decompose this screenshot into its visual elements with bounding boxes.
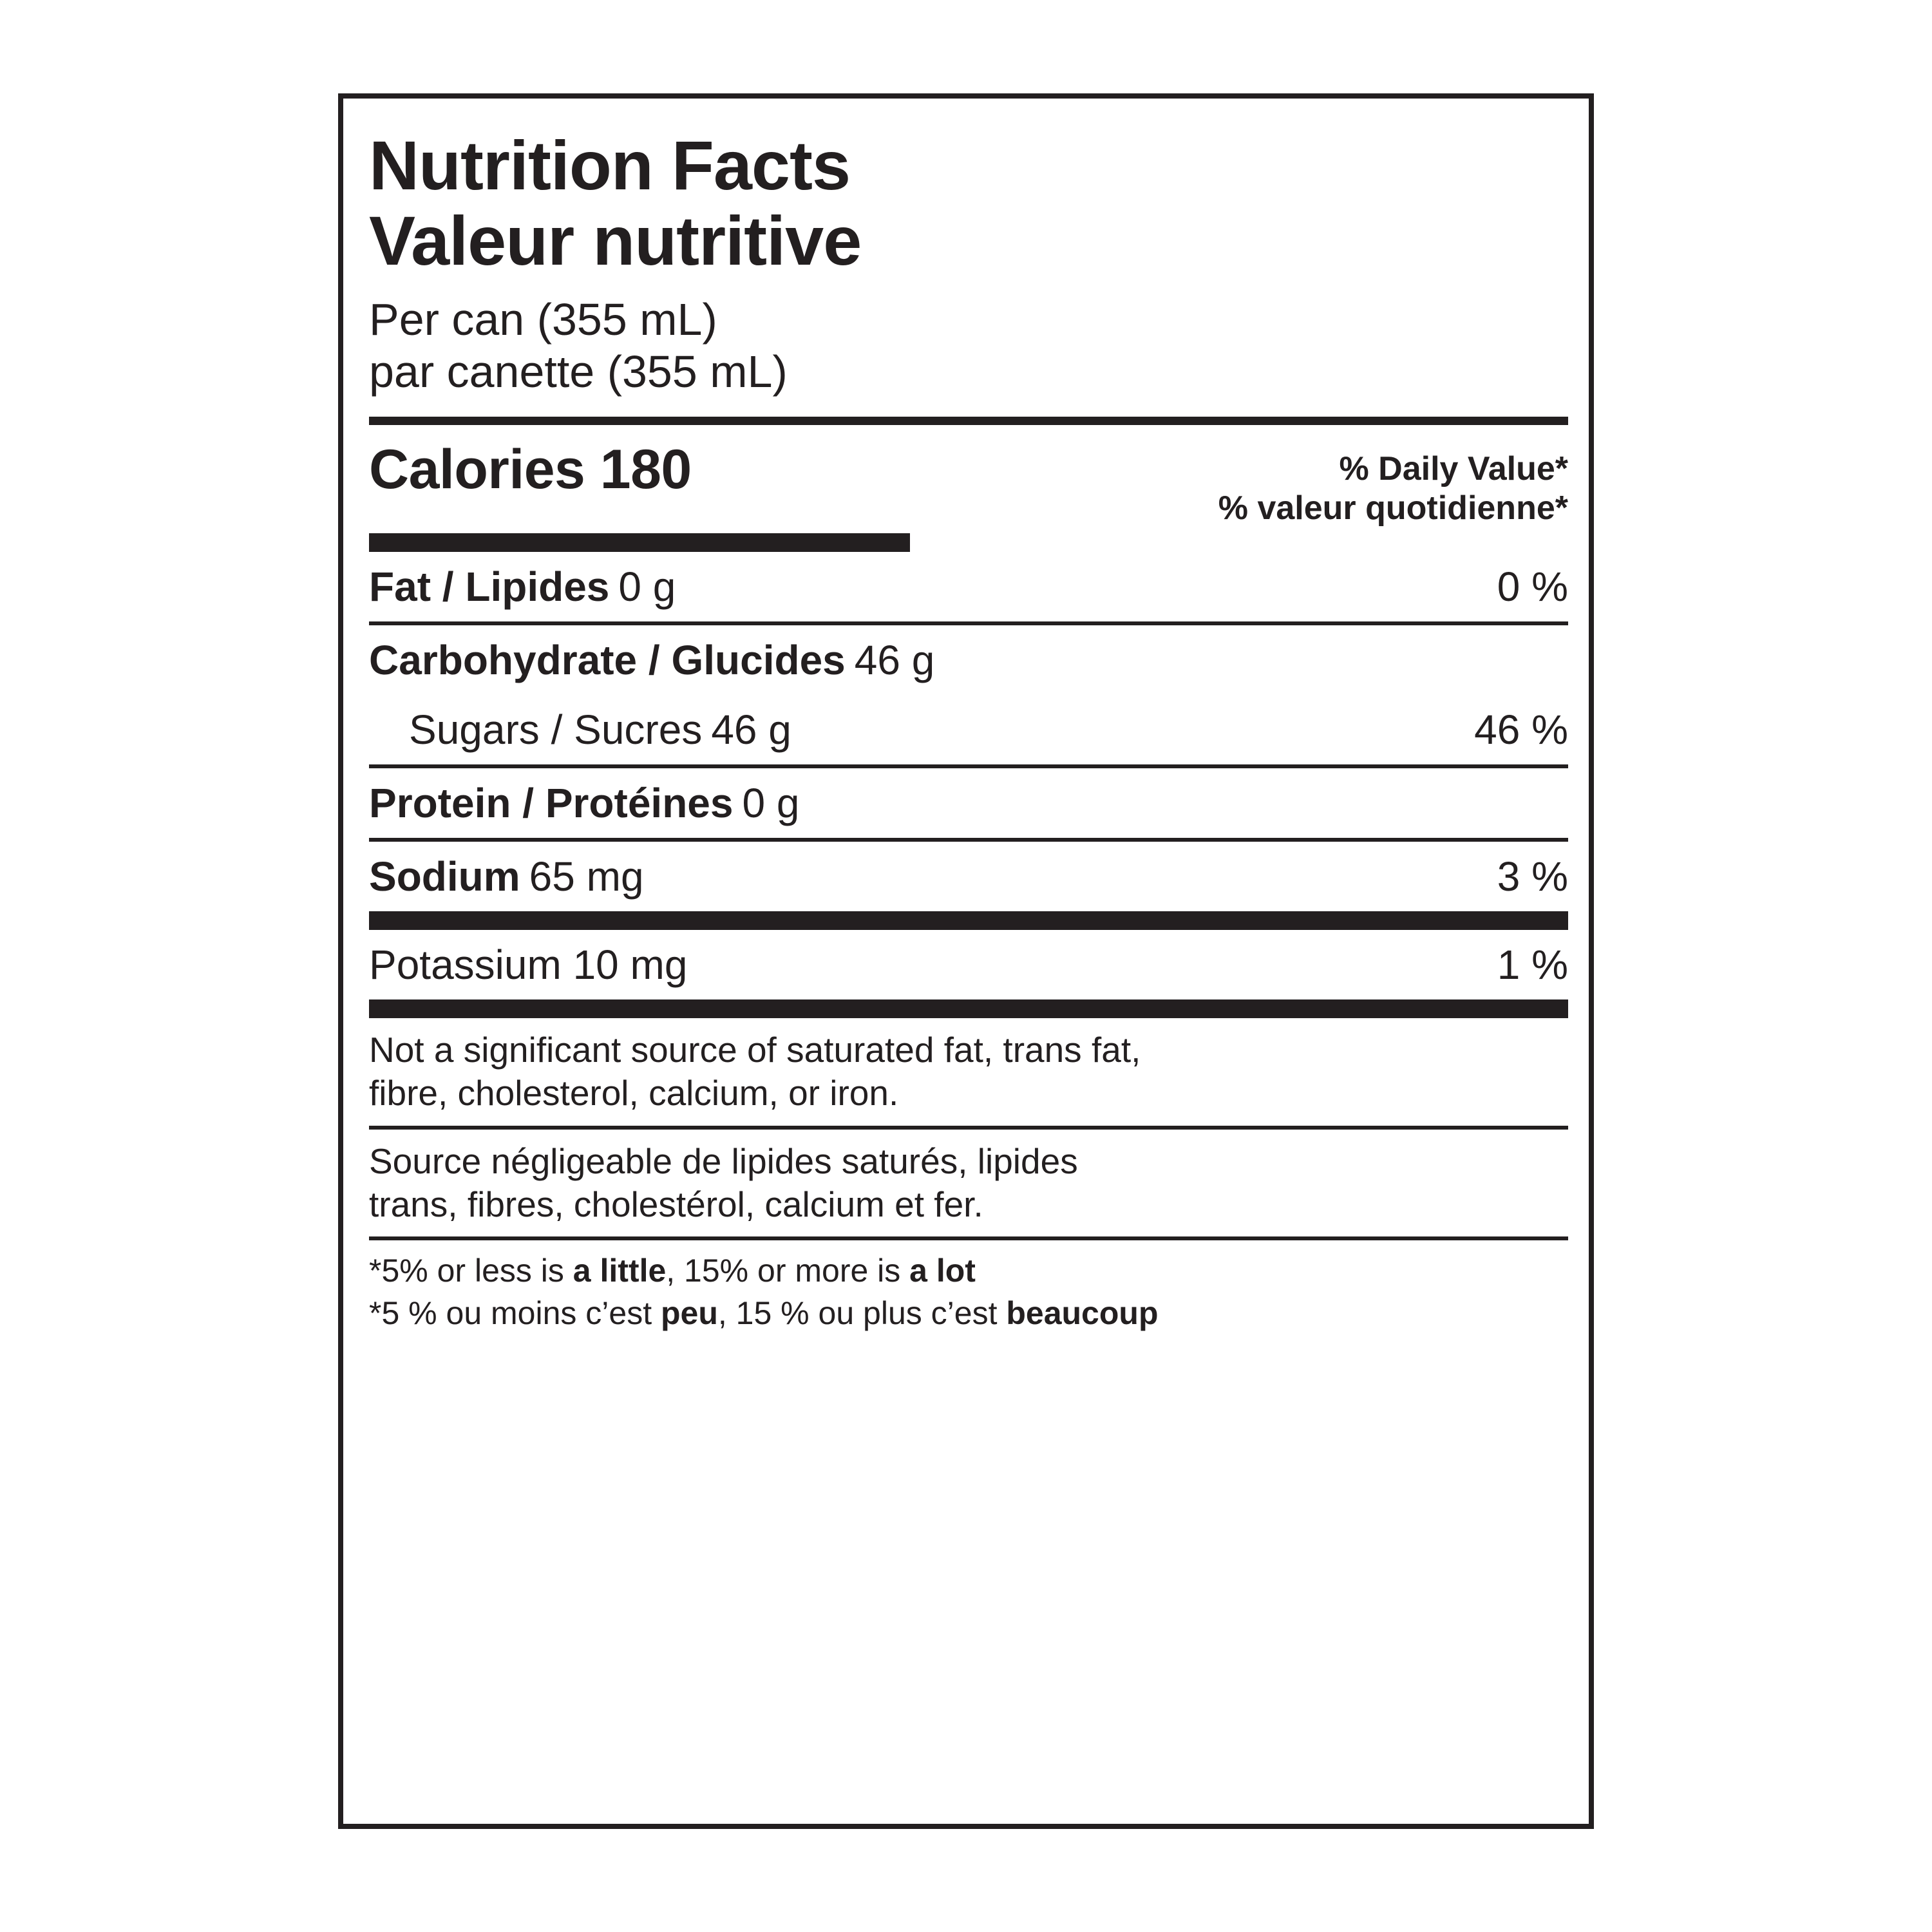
calories-row: Calories 180 % Daily Value* % valeur quo… xyxy=(369,425,1568,534)
legend-fr-bold-peu: peu xyxy=(660,1294,718,1331)
serving-size-french: par canette (355 mL) xyxy=(369,346,788,397)
nutrient-name-sodium: Sodium xyxy=(369,853,520,900)
rule-below-serving xyxy=(369,416,1568,425)
footnote-english-line-2: fibre, cholesterol, calcium, or iron. xyxy=(369,1073,899,1113)
rule-below-calories xyxy=(369,533,910,553)
rule-below-footnote-english xyxy=(369,1125,1568,1130)
rule-below-potassium xyxy=(369,999,1568,1019)
daily-value-legend: *5% or less is a little, 15% or more is … xyxy=(369,1240,1568,1341)
legend-en-part-c: , 15% or more is xyxy=(666,1252,910,1289)
daily-value-legend-french: *5 % ou moins c’est peu, 15 % ou plus c’… xyxy=(369,1292,1568,1334)
nutrient-amount-fat: 0 g xyxy=(618,564,676,611)
nutrient-amount-sugars: 46 g xyxy=(711,706,791,753)
nutrient-row-protein: Protein / Protéines 0 g xyxy=(369,768,1568,838)
nutrient-percent-sodium: 3 % xyxy=(1497,853,1568,900)
footnote-french-line-2: trans, fibres, cholestérol, calcium et f… xyxy=(369,1184,983,1224)
nutrition-facts-box: Nutrition Facts Valeur nutritive Per can… xyxy=(338,93,1594,1829)
nutrient-name-carbohydrate: Carbohydrate / Glucides xyxy=(369,637,846,684)
legend-en-bold-a-little: a little xyxy=(573,1252,667,1289)
footnote-french-line-1: Source négligeable de lipides saturés, l… xyxy=(369,1141,1078,1181)
rule-below-fat xyxy=(369,621,1568,626)
legend-fr-bold-beaucoup: beaucoup xyxy=(1006,1294,1159,1331)
rule-below-protein xyxy=(369,838,1568,842)
nutrient-name-potassium: Potassium 10 mg xyxy=(369,942,688,989)
title-english: Nutrition Facts xyxy=(369,126,851,204)
nutrient-row-fat: Fat / Lipides 0 g 0 % xyxy=(369,552,1568,621)
nutrient-row-sodium: Sodium 65 mg 3 % xyxy=(369,842,1568,911)
nutrition-facts-inner: Nutrition Facts Valeur nutritive Per can… xyxy=(369,99,1568,1824)
calories-label: Calories 180 xyxy=(369,438,692,500)
nutrient-name-protein: Protein / Protéines xyxy=(369,780,734,827)
daily-value-legend-english: *5% or less is a little, 15% or more is … xyxy=(369,1249,1568,1292)
nutrient-amount-protein: 0 g xyxy=(742,780,800,827)
daily-value-english: % Daily Value* xyxy=(1339,450,1568,488)
legend-fr-part-c: , 15 % ou plus c’est xyxy=(717,1294,1007,1331)
daily-value-french: % valeur quotidienne* xyxy=(1218,489,1568,527)
footnote-english-line-1: Not a significant source of saturated fa… xyxy=(369,1030,1141,1070)
rule-below-sugars xyxy=(369,764,1568,769)
nutrient-percent-sugars: 46 % xyxy=(1474,706,1568,753)
legend-en-part-a: *5% or less is xyxy=(369,1252,573,1289)
nutrient-name-fat: Fat / Lipides xyxy=(369,564,610,611)
nutrient-percent-fat: 0 % xyxy=(1497,564,1568,611)
legend-fr-part-a: *5 % ou moins c’est xyxy=(369,1294,661,1331)
nutrient-percent-potassium: 1 % xyxy=(1497,942,1568,989)
nutrient-row-carbohydrate: Carbohydrate / Glucides 46 g xyxy=(369,625,1568,695)
title-french: Valeur nutritive xyxy=(369,201,862,279)
legend-en-bold-a-lot: a lot xyxy=(909,1252,976,1289)
daily-value-header: % Daily Value* % valeur quotidienne* xyxy=(1218,442,1568,529)
footnote-english: Not a significant source of saturated fa… xyxy=(369,1018,1568,1125)
rule-below-footnote-french xyxy=(369,1236,1568,1240)
nutrient-name-sugars: Sugars / Sucres xyxy=(409,706,703,753)
rule-below-sodium xyxy=(369,911,1568,931)
footnote-french: Source négligeable de lipides saturés, l… xyxy=(369,1130,1568,1236)
serving-size-english: Per can (355 mL) xyxy=(369,294,717,345)
nutrient-amount-sodium: 65 mg xyxy=(529,853,644,900)
nutrient-amount-carbohydrate: 46 g xyxy=(854,637,935,684)
nutrient-row-sugars: Sugars / Sucres 46 g 46 % xyxy=(369,695,1568,764)
nutrient-row-potassium: Potassium 10 mg 1 % xyxy=(369,930,1568,999)
